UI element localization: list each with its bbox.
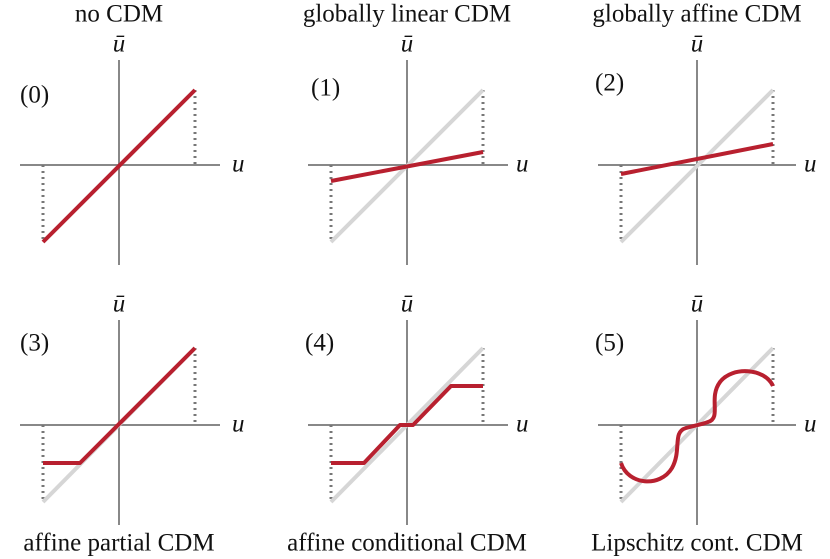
curve	[330, 150, 484, 183]
y-label: ū	[401, 31, 414, 58]
panel-title: affine conditional CDM	[287, 530, 527, 557]
panel: u ū (5)	[595, 291, 817, 525]
panel-title: globally affine CDM	[592, 1, 801, 28]
panel-title: no CDM	[75, 1, 163, 28]
panel: u ū (1)	[308, 31, 529, 265]
reference	[619, 88, 775, 244]
curve	[620, 142, 774, 176]
x-label: u	[516, 411, 529, 438]
curve	[41, 88, 197, 244]
panel-label: (5)	[595, 330, 624, 357]
panel-label: (4)	[305, 330, 334, 357]
panel-label: (2)	[595, 70, 624, 97]
x-label: u	[516, 151, 529, 178]
curve	[43, 346, 197, 465]
panel-title: Lipschitz cont. CDM	[591, 530, 803, 557]
y-label: ū	[401, 291, 414, 318]
x-label: u	[804, 151, 817, 178]
x-label: u	[232, 151, 245, 178]
panel-title: globally linear CDM	[303, 1, 511, 28]
panel: u ū (4)	[305, 291, 529, 525]
panel-label: (1)	[311, 75, 340, 102]
panel: u ū (0)	[20, 31, 245, 265]
y-label: ū	[113, 291, 126, 318]
panel-label: (0)	[20, 82, 49, 109]
panel: u ū (3)	[20, 291, 245, 525]
curve	[331, 384, 483, 465]
panel-label: (3)	[20, 330, 49, 357]
panel-title: affine partial CDM	[23, 530, 214, 557]
x-label: u	[804, 411, 817, 438]
curve	[619, 369, 775, 484]
panel: u ū (2)	[595, 31, 817, 265]
y-label: ū	[113, 31, 126, 58]
x-label: u	[232, 411, 245, 438]
y-label: ū	[691, 31, 704, 58]
y-label: ū	[691, 291, 704, 318]
